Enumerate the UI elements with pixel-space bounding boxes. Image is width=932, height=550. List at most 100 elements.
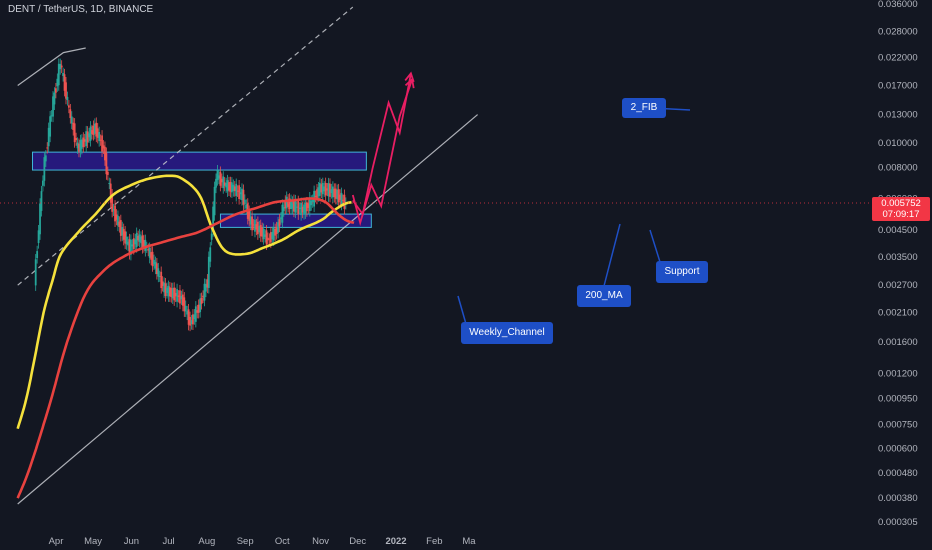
candle-body (53, 92, 56, 105)
candle-body (255, 224, 258, 230)
candle-body (171, 288, 174, 299)
candle-body (245, 204, 248, 209)
candle-body (342, 199, 344, 201)
time-axis[interactable]: Apr May Jun Jul Aug Sep Oct Nov Dec 2022 Feb Ma (49, 536, 477, 547)
candle-body (297, 201, 300, 215)
price-tick-label: 0.001200 (878, 368, 918, 379)
candle-body (202, 295, 204, 298)
candle-body (324, 182, 327, 196)
candle-body (141, 235, 144, 249)
candle-body (46, 147, 49, 149)
candle-body (63, 74, 66, 91)
candle-body (303, 204, 305, 215)
candle-body (60, 65, 63, 68)
price-tick-label: 0.036000 (878, 0, 918, 10)
time-axis-background[interactable] (0, 532, 932, 550)
candle-body (49, 116, 52, 137)
candle-body (154, 261, 157, 269)
time-tick-label: 2022 (385, 536, 406, 547)
candle-body (158, 276, 161, 278)
candle-body (206, 279, 209, 288)
candle-body (209, 247, 212, 262)
candle-body (82, 137, 85, 148)
candle-body (174, 293, 177, 297)
candle-body (73, 123, 76, 143)
candle-body (290, 199, 292, 209)
candle-body (147, 248, 150, 251)
candle-body (194, 306, 197, 322)
candle-body (220, 178, 223, 183)
fib-annotation[interactable]: 2_FIB (622, 98, 666, 118)
price-tick-label: 0.000305 (878, 517, 918, 528)
candle-body (179, 290, 181, 304)
price-tick-label: 0.000380 (878, 493, 918, 504)
price-axis-background[interactable] (872, 0, 932, 532)
candle-body (62, 73, 65, 77)
candle-body (163, 282, 165, 293)
candle-body (225, 183, 228, 188)
candle-body (252, 224, 255, 226)
candle-body (285, 196, 288, 209)
candle-body (339, 194, 341, 200)
candle-body (44, 155, 47, 162)
candle-body (40, 191, 43, 211)
candle-body (232, 184, 235, 192)
candle-body (262, 228, 265, 240)
candle-body (115, 214, 118, 220)
price-tick-label: 0.017000 (878, 80, 918, 91)
projection-path-1 (351, 79, 413, 227)
candle-body (144, 239, 147, 251)
candle-body (190, 320, 193, 325)
candle-body (307, 202, 310, 208)
candle-body (109, 183, 112, 203)
candle-body (248, 210, 251, 221)
candle-body (196, 310, 199, 313)
candle-body (284, 200, 287, 209)
price-tick-label: 0.004500 (878, 225, 918, 236)
candle-body (343, 194, 346, 209)
candle-body (310, 200, 313, 206)
candle-body (316, 189, 318, 199)
candle-body (160, 271, 163, 289)
price-tick-label: 0.010000 (878, 138, 918, 149)
time-tick-label: Dec (349, 536, 366, 547)
price-tick-label: 0.003500 (878, 252, 918, 263)
candle-body (66, 96, 69, 101)
candle-body (86, 131, 89, 143)
candle-body (96, 128, 99, 138)
candle-body (181, 294, 184, 306)
candle-body (72, 122, 75, 131)
time-tick-label: Oct (275, 536, 290, 547)
candle-body (318, 182, 321, 196)
candle-body (52, 96, 54, 117)
candle-body (167, 285, 170, 297)
candle-body (236, 190, 239, 192)
candle-body (274, 228, 277, 236)
candle-body (329, 183, 331, 197)
price-tick-label: 0.028000 (878, 26, 918, 37)
candle-body (327, 183, 330, 197)
candle-body (226, 180, 229, 192)
price-axis[interactable]: 0.036000 0.028000 0.022000 0.017000 0.013000… (878, 0, 918, 528)
candle-body (218, 175, 220, 179)
candle-body (57, 63, 60, 86)
candle-body (331, 186, 334, 198)
candle-body (108, 182, 111, 184)
candle-body (233, 186, 236, 192)
weekly-channel-annotation[interactable]: Weekly_Channel (461, 322, 553, 344)
candle-body (168, 287, 171, 297)
candle-body (272, 227, 275, 241)
candle-body (298, 207, 301, 209)
support-annotation[interactable]: Support (656, 261, 708, 283)
candle-body (271, 231, 274, 240)
candle-body (321, 182, 324, 195)
candle-body (119, 220, 122, 236)
candle-body (37, 230, 40, 244)
candle-body (177, 295, 180, 297)
candle-body (222, 176, 225, 189)
candle-body (256, 221, 259, 235)
candle-body (36, 251, 39, 258)
ma200-annotation[interactable]: 200_MA (577, 285, 631, 307)
